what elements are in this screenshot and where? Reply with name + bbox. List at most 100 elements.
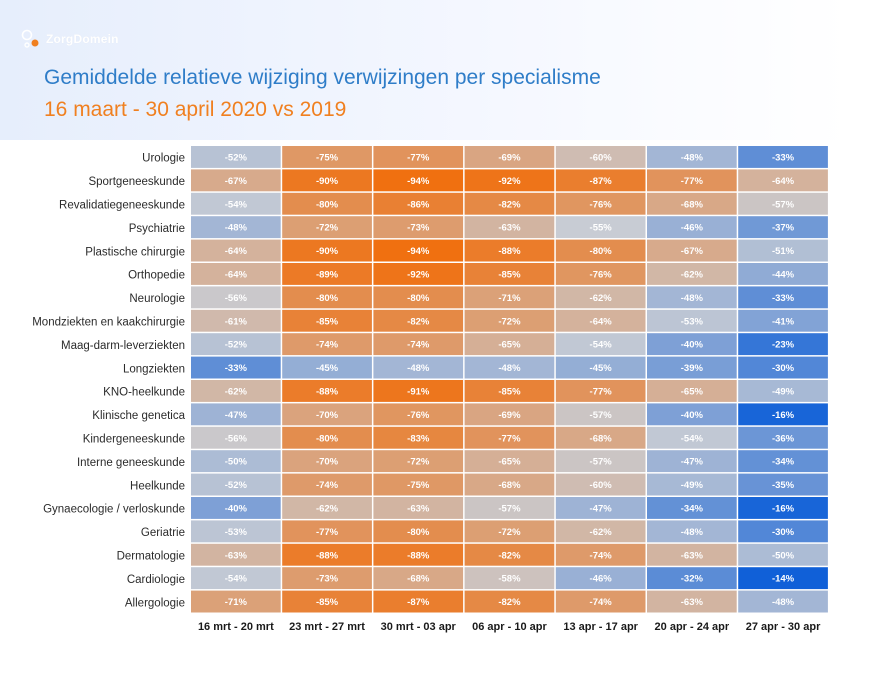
cell-value-label: -87% [590, 176, 613, 187]
heatmap-cell [282, 567, 372, 590]
cell-value-label: -83% [407, 433, 430, 444]
cell-value-label: -36% [772, 433, 795, 444]
cell-value-label: -46% [590, 574, 613, 585]
heatmap-cell [373, 567, 464, 590]
heatmap-cell [647, 192, 737, 215]
cell-value-label: -14% [772, 574, 795, 585]
cell-value-label: -94% [407, 246, 430, 257]
heatmap-cell [373, 309, 464, 332]
cell-value-label: -63% [498, 223, 521, 234]
heatmap-cell [647, 403, 737, 426]
cell-value-label: -48% [498, 363, 521, 374]
cell-value-label: -37% [772, 223, 795, 234]
heatmap-cell [647, 309, 737, 332]
cell-value-label: -50% [772, 550, 795, 561]
cell-value-label: -64% [590, 316, 613, 327]
column-label: 16 mrt - 20 mrt [198, 621, 274, 633]
cell-value-label: -60% [590, 480, 613, 491]
column-label: 20 apr - 24 apr [655, 621, 730, 633]
heatmap-cell [282, 216, 372, 239]
heatmap-cell [738, 473, 828, 496]
cell-value-label: -44% [772, 269, 795, 280]
heatmap-cell [738, 333, 828, 356]
cell-value-label: -77% [407, 152, 430, 163]
cell-value-label: -16% [772, 410, 795, 421]
cell-value-label: -64% [225, 246, 248, 257]
cell-value-label: -56% [225, 433, 248, 444]
heatmap-cell [191, 473, 281, 496]
brand-name: ZorgDomein [46, 32, 119, 46]
cell-value-label: -54% [590, 340, 613, 351]
row-label: Plastische chirurgie [85, 246, 185, 258]
heatmap-cell [555, 426, 646, 449]
heatmap-cell [373, 403, 464, 426]
cell-value-label: -35% [772, 480, 795, 491]
row-label: Geriatrie [141, 527, 185, 539]
heatmap-cell [282, 520, 372, 543]
heatmap-cell [738, 497, 828, 519]
cell-value-label: -57% [590, 410, 613, 421]
cell-value-label: -63% [681, 597, 704, 608]
heatmap-cell [647, 497, 737, 519]
heatmap-cell [647, 239, 737, 262]
cell-value-label: -74% [590, 550, 613, 561]
heatmap-cell [191, 286, 281, 309]
cell-value-label: -71% [225, 597, 248, 608]
heatmap-cell [282, 590, 372, 613]
heatmap-cell [373, 333, 464, 356]
cell-value-label: -90% [316, 176, 339, 187]
cell-value-label: -85% [316, 316, 339, 327]
row-label: Sportgeneeskunde [88, 176, 185, 188]
column-label: 13 apr - 17 apr [563, 621, 638, 633]
row-label: KNO-heelkunde [103, 387, 185, 399]
heatmap-cell [282, 450, 372, 473]
heatmap-cell [738, 380, 828, 402]
row-label: Maag-darm-leverziekten [61, 340, 185, 352]
row-label: Orthopedie [128, 270, 185, 282]
cell-value-label: -48% [681, 152, 704, 163]
cell-value-label: -64% [772, 176, 795, 187]
row-label: Cardiologie [127, 574, 185, 586]
cell-value-label: -86% [407, 199, 430, 210]
cell-value-label: -64% [225, 269, 248, 280]
cell-value-label: -30% [772, 527, 795, 538]
row-label: Urologie [142, 153, 185, 165]
cell-value-label: -68% [590, 433, 613, 444]
cell-value-label: -45% [590, 363, 613, 374]
heatmap-cell [647, 333, 737, 356]
cell-value-label: -80% [316, 433, 339, 444]
heatmap-cell [464, 286, 555, 309]
heatmap-cell [647, 543, 737, 566]
heatmap-cell [464, 450, 555, 473]
heatmap-cell [555, 239, 646, 262]
cell-value-label: -74% [407, 340, 430, 351]
heatmap-cell [555, 169, 646, 192]
cell-value-label: -74% [316, 340, 339, 351]
heatmap-cell [464, 473, 555, 496]
cell-value-label: -62% [590, 293, 613, 304]
cell-value-label: -23% [772, 340, 795, 351]
heatmap-cell [738, 216, 828, 239]
heatmap-cell [555, 450, 646, 473]
cell-value-label: -34% [772, 457, 795, 468]
heatmap-cell [191, 426, 281, 449]
cell-value-label: -80% [590, 246, 613, 257]
row-label: Mondziekten en kaakchirurgie [32, 317, 185, 329]
cell-value-label: -40% [225, 503, 248, 514]
heatmap-cell [373, 146, 464, 168]
cell-value-label: -76% [407, 410, 430, 421]
cell-value-label: -62% [225, 386, 248, 397]
heatmap-cell [282, 473, 372, 496]
brand-logo: ZorgDomein [20, 28, 119, 50]
cell-value-label: -56% [225, 293, 248, 304]
cell-value-label: -46% [681, 223, 704, 234]
heatmap-cell [373, 590, 464, 613]
heatmap-cell [464, 426, 555, 449]
cell-value-label: -80% [316, 293, 339, 304]
chart-title: Gemiddelde relatieve wijziging verwijzin… [44, 66, 601, 89]
heatmap-cell [191, 590, 281, 613]
cell-value-label: -80% [316, 199, 339, 210]
heatmap-cell [647, 567, 737, 590]
cell-value-label: -55% [590, 223, 613, 234]
